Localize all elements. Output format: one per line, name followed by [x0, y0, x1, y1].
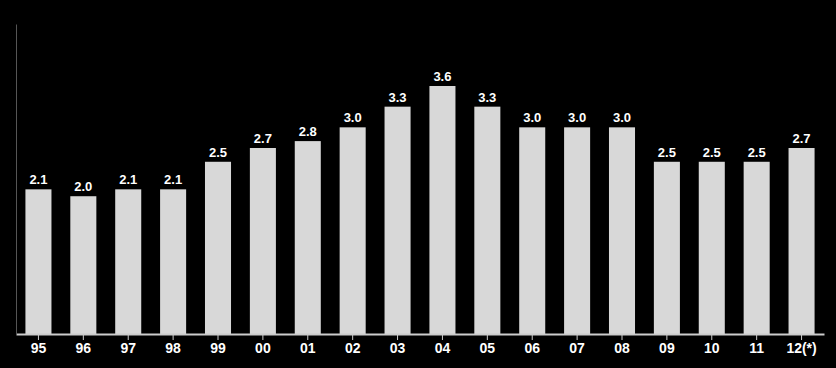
data-label: 2.5: [658, 145, 676, 160]
bar: [385, 107, 411, 334]
x-tick: 98: [165, 334, 181, 356]
data-label: 3.3: [478, 90, 496, 105]
x-tick: 07: [569, 334, 585, 356]
x-tick: 02: [345, 334, 361, 356]
data-label: 3.0: [568, 110, 586, 125]
x-axis: 95 96 97 98 99 00 01 02 03 04 05 06 07 08 09 10 11 12(*): [17, 334, 825, 356]
bar: [115, 189, 141, 334]
x-tick-label: 04: [435, 340, 451, 356]
bar: [474, 107, 500, 334]
x-tick-label: 03: [390, 340, 406, 356]
bar: [654, 162, 680, 334]
bar: [70, 196, 96, 334]
x-tick-label: 95: [31, 340, 47, 356]
bar: [340, 127, 366, 334]
data-label: 3.0: [344, 110, 362, 125]
data-label: 2.1: [164, 172, 182, 187]
x-tick: 11: [749, 334, 764, 356]
x-tick: 05: [480, 334, 496, 356]
bar: [519, 127, 545, 334]
bar: [429, 86, 455, 334]
x-tick: 06: [524, 334, 540, 356]
bar: [295, 141, 321, 334]
bar: [699, 162, 725, 334]
x-tick-label: 06: [524, 340, 540, 356]
x-tick-label: 00: [255, 340, 271, 356]
x-tick: 04: [435, 334, 451, 356]
data-label: 3.0: [613, 110, 631, 125]
x-tick: 99: [210, 334, 226, 356]
data-label: 2.7: [793, 131, 811, 146]
y-axis-line: [16, 25, 17, 335]
x-tick-label: 05: [480, 340, 496, 356]
bar: [160, 189, 186, 334]
x-tick-label: 09: [659, 340, 675, 356]
x-tick-label: 08: [614, 340, 630, 356]
x-tick-label: 97: [120, 340, 136, 356]
x-tick: 00: [255, 334, 271, 356]
bar: [250, 148, 276, 334]
x-tick-label: 01: [300, 340, 316, 356]
x-tick-label: 11: [749, 340, 764, 356]
plot: 2.1 2.0 2.1 2.1 2.5 2.7 2.8 3.0 3.3 3.6 3.3 3.0 3.0 3…: [17, 25, 825, 356]
x-tick-label: 98: [165, 340, 181, 356]
x-tick-label: 07: [569, 340, 585, 356]
data-label: 3.0: [523, 110, 541, 125]
data-label: 2.5: [703, 145, 721, 160]
data-label: 3.3: [389, 90, 407, 105]
data-label: 2.1: [119, 172, 137, 187]
y-axis: [16, 25, 17, 335]
x-tick: 08: [614, 334, 630, 356]
data-label: 2.8: [299, 124, 317, 139]
bar: [205, 162, 231, 334]
data-label: 2.5: [209, 145, 227, 160]
x-tick-label: 96: [76, 340, 92, 356]
x-tick: 96: [76, 334, 92, 356]
x-tick: 03: [390, 334, 406, 356]
data-label: 2.7: [254, 131, 272, 146]
x-tick-label: 12(*): [786, 340, 816, 356]
x-tick: 97: [120, 334, 136, 356]
data-label: 3.6: [433, 69, 451, 84]
bar: [25, 189, 51, 334]
bar: [609, 127, 635, 334]
bars: [25, 86, 814, 334]
x-tick-label: 99: [210, 340, 226, 356]
data-label: 2.5: [748, 145, 766, 160]
x-tick-label: 02: [345, 340, 361, 356]
bar: [789, 148, 815, 334]
x-tick: 09: [659, 334, 675, 356]
x-tick: 12(*): [786, 334, 816, 356]
data-label: 2.1: [29, 172, 47, 187]
x-tick: 01: [300, 334, 316, 356]
bar: [744, 162, 770, 334]
x-tick-label: 10: [704, 340, 720, 356]
data-labels: 2.1 2.0 2.1 2.1 2.5 2.7 2.8 3.0 3.3 3.6 3.3 3.0 3.0 3…: [29, 69, 810, 194]
bar: [564, 127, 590, 334]
data-label: 2.0: [74, 179, 92, 194]
chart: 2.1 2.0 2.1 2.1 2.5 2.7 2.8 3.0 3.3 3.6 3.3 3.0 3.0 3…: [0, 0, 836, 368]
x-tick: 95: [31, 334, 47, 356]
x-tick: 10: [704, 334, 720, 356]
x-axis-line: [17, 334, 825, 336]
